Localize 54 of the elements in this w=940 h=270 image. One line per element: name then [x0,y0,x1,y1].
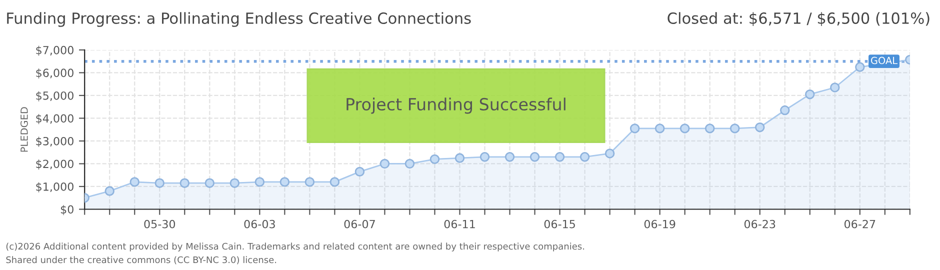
x-tick-label: 06-23 [744,220,776,228]
point [530,152,540,162]
point [680,124,690,134]
text: Closed at: $6,571 / $6,500 (101%) [668,12,930,26]
y-tick-label: $7,000 [36,46,74,56]
y-tick-label: $4,000 [36,114,74,124]
point [830,82,840,92]
y-axis-title: PLEDGED [20,107,28,152]
point [304,177,315,187]
point [554,152,565,162]
y-tick-label: $3,000 [36,136,74,147]
point [254,177,265,187]
point [154,178,164,188]
text: (c)2026 Additional content provided by Melissa Cain. Trademarks and related content are owned by their respective companies. [6,242,584,252]
point [380,158,390,169]
x-tick-label: 06-19 [644,220,676,228]
point [204,178,215,188]
y-tick-label: $6,000 [36,68,74,79]
point [354,166,365,177]
point [130,177,140,187]
point [104,186,114,196]
point [404,158,415,169]
y-tick-label: $5,000 [36,91,74,102]
annotation: Project Funding Successful [346,98,566,114]
point [604,148,615,158]
point [454,153,465,163]
x-tick-label: 06-27 [844,220,876,228]
point [480,152,490,162]
point [580,152,590,162]
chart-title: Funding Progress: a Pollinating Endless Creative Connections [7,12,471,27]
point [704,124,715,134]
point [180,178,190,188]
point [654,124,665,134]
y-tick-label: $2,000 [36,160,74,170]
point [630,124,640,134]
point [855,62,865,72]
ref-line-label: GOAL [871,56,898,64]
point [280,177,290,187]
point [330,177,340,187]
point [430,154,440,164]
point [805,89,815,100]
point [504,152,515,162]
x-tick-label: 06-07 [344,220,375,228]
x-tick-label: 06-15 [544,220,575,228]
x-tick-label: 06-03 [244,220,275,228]
x-tick-label: 05-30 [144,220,176,228]
point [780,105,790,116]
point [230,178,240,188]
y-tick-label: $1,000 [36,182,74,192]
point [730,124,740,134]
point [755,122,765,132]
text: Shared under the creative commons (CC BY-NC 3.0) license. [6,256,276,264]
x-tick-label: 06-11 [444,220,475,228]
y-tick-label: $0 [60,205,74,216]
